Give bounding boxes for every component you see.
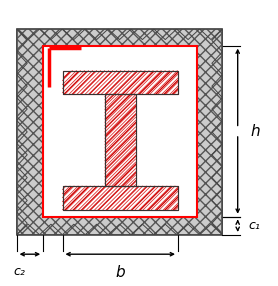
Bar — [63, 186, 178, 210]
Text: b: b — [115, 265, 125, 280]
Bar — [63, 71, 178, 94]
Bar — [43, 46, 197, 217]
Bar — [105, 94, 135, 186]
Text: c₁: c₁ — [249, 219, 261, 232]
Text: h: h — [250, 124, 260, 139]
Bar — [17, 29, 222, 235]
Bar — [43, 46, 197, 217]
Bar — [105, 94, 135, 186]
Bar — [43, 46, 197, 217]
Text: c₂: c₂ — [14, 265, 26, 278]
Bar — [63, 186, 178, 210]
Bar — [63, 71, 178, 94]
